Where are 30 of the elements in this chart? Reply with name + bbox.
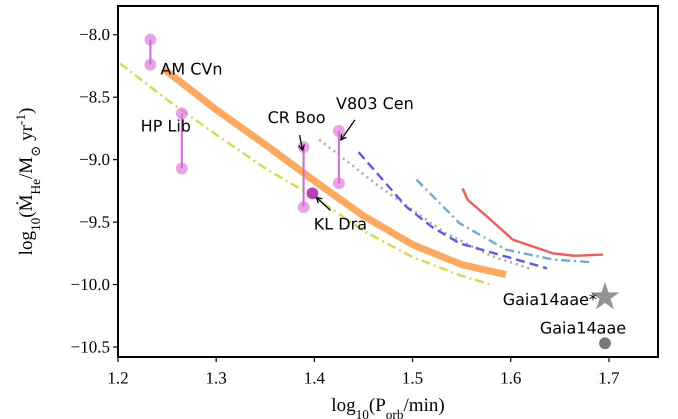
point [176, 162, 188, 174]
x-tick-label: 1.4 [304, 368, 326, 388]
y-tick-label: −9.0 [79, 150, 110, 170]
point [144, 34, 156, 46]
y-tick-label: −8.0 [79, 25, 110, 44]
line-series [118, 62, 492, 286]
x-tick-label: 1.6 [500, 368, 522, 388]
line-series [415, 178, 590, 264]
annotation: KL Dra [314, 214, 367, 234]
point [599, 337, 611, 350]
line-series [461, 187, 604, 258]
annotation: Gaia14aae [540, 318, 626, 338]
point [332, 125, 345, 137]
y-tick-label: −10.0 [70, 274, 110, 294]
y-tick-label: −10.5 [70, 337, 110, 356]
annotation: CR Boo [268, 108, 326, 128]
annotation: Gaia14aae* [502, 290, 597, 310]
x-tick-label: 1.2 [107, 368, 129, 388]
point [298, 201, 310, 214]
x-tick-label: 1.3 [206, 368, 227, 388]
x-tick-label: 1.7 [598, 368, 620, 388]
x-tick-label: 1.5 [402, 368, 424, 388]
y-tick-label: −9.5 [79, 212, 110, 232]
point [176, 108, 188, 120]
point [144, 58, 156, 71]
annotation: V803 Cen [336, 94, 414, 113]
y-tick-label: −8.5 [79, 88, 110, 107]
point [332, 177, 345, 190]
point [306, 187, 318, 200]
x-axis-title: log$_{10}$(P$_{orb}$/min) [331, 395, 445, 419]
